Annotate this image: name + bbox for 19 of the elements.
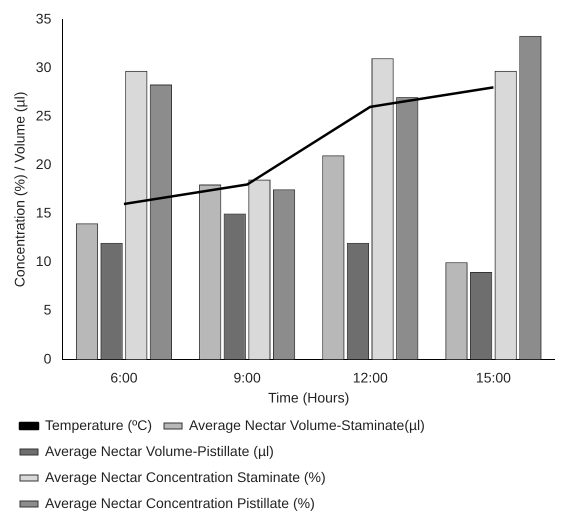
y-tick-label: 30 [36, 58, 52, 75]
y-tick-label: 25 [36, 107, 52, 124]
y-axis-title: Concentration (%) / Volume (µl) [11, 92, 28, 288]
x-tick-label: 12:00 [352, 370, 388, 386]
y-tick-label: 15 [36, 204, 52, 221]
legend-label: Average Nectar Volume-Pistillate (µl) [45, 442, 274, 459]
legend-label: Temperature (ºC) [45, 416, 152, 433]
x-tick-label: 6:00 [110, 370, 138, 386]
y-tick-label: 5 [44, 302, 52, 318]
legend-label: Average Nectar Concentration Staminate (%) [45, 468, 326, 485]
x-tick-label: 15:00 [476, 370, 512, 386]
x-axis-title: Time (Hours) [268, 389, 350, 406]
y-tick-label: 10 [36, 253, 52, 270]
legend-label: Average Nectar Concentration Pistillate (%) [45, 494, 315, 511]
legend-label: Average Nectar Volume-Staminate(µl) [189, 416, 425, 433]
y-tick-label: 0 [44, 350, 52, 366]
x-tick-label: 9:00 [233, 370, 261, 386]
y-tick-label: 20 [36, 156, 52, 172]
y-tick-label: 35 [36, 10, 52, 26]
